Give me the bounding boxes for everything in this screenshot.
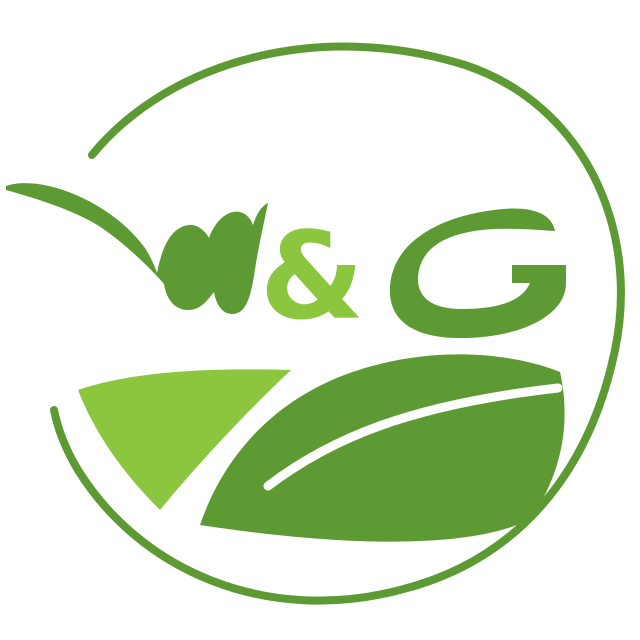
logo-leaf-vein: [263, 383, 563, 491]
logo-letter-w: [6, 183, 268, 314]
logo-ring-arc: [50, 42, 625, 605]
logo-left-field: [78, 369, 291, 510]
logo-letter-g: [389, 208, 566, 338]
logo-ampersand: &: [260, 208, 365, 347]
